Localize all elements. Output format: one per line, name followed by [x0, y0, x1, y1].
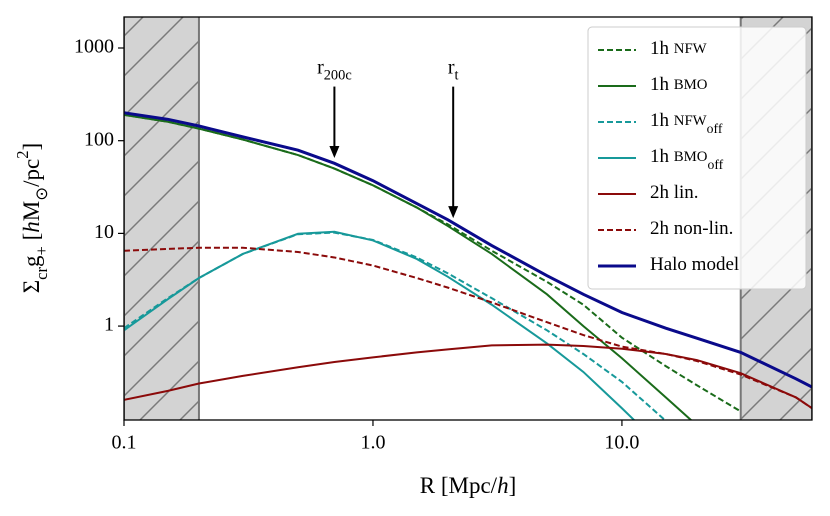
text-part: + — [32, 246, 51, 255]
text-part: ] — [19, 143, 44, 151]
excluded-region — [124, 17, 199, 420]
annotation: rt — [448, 56, 459, 84]
text-part: [ — [19, 233, 44, 246]
text-part: 1h — [650, 110, 674, 131]
axes-frame — [123, 16, 813, 421]
x-tick-label: 1.0 — [360, 432, 385, 454]
legend-label: 1h NFW — [650, 38, 707, 59]
legend-box — [587, 26, 807, 290]
arrow-head — [448, 206, 459, 219]
text-part: off — [708, 157, 724, 172]
legend-label: 2h lin. — [650, 182, 699, 203]
text-part: 1h — [650, 74, 674, 95]
series-line — [124, 246, 812, 410]
text-part: NFW — [674, 41, 707, 57]
text-part: 2 — [13, 150, 32, 158]
series-line — [124, 230, 636, 420]
legend-label: Halo model — [650, 254, 739, 275]
text-part: h — [497, 473, 509, 498]
text-part: cr — [32, 266, 51, 279]
y-tick-label: 1000 — [74, 36, 114, 58]
text-part: BMO — [674, 77, 708, 93]
legend-label: 2h non-lin. — [650, 218, 733, 239]
text-part: 1h — [650, 146, 674, 167]
arrow-head — [329, 146, 340, 159]
text-part: 2h non-lin. — [650, 218, 733, 239]
text-part: R [Mpc/ — [420, 473, 498, 498]
text-part: r — [317, 56, 324, 78]
legend-label: 1h BMO — [650, 74, 708, 95]
text-part: 2h lin. — [650, 182, 699, 203]
text-part: r — [448, 56, 455, 78]
text-part: /pc — [19, 159, 44, 187]
x-axis-label: R [Mpc/h] — [420, 473, 516, 498]
text-part: Σ — [19, 280, 44, 293]
text-part: M — [19, 201, 44, 221]
x-tick-label: 0.1 — [112, 432, 137, 454]
legend-label: 1h NFWoff — [650, 110, 723, 135]
series-line — [124, 111, 812, 389]
text-part: 1h — [650, 38, 674, 59]
text-part: BMO — [674, 149, 708, 165]
text-part: ] — [509, 473, 517, 498]
legend-label: 1h BMOoff — [650, 146, 724, 171]
text-part: t — [455, 68, 459, 84]
series-line — [124, 343, 812, 410]
text-part: 200c — [324, 68, 352, 84]
text-part: ⊙ — [32, 187, 51, 201]
text-part: g — [19, 255, 44, 267]
text-part: Halo model — [650, 254, 739, 275]
text-part: off — [707, 121, 723, 136]
text-part: h — [19, 221, 44, 233]
y-tick-label: 100 — [84, 128, 114, 150]
y-tick-label: 1 — [104, 314, 114, 336]
y-axis-label: Σcrg+ [hM⊙/pc2] — [13, 143, 51, 293]
annotation: r200c — [317, 56, 352, 84]
text-part: NFW — [674, 113, 707, 129]
y-tick-label: 10 — [94, 221, 114, 243]
x-tick-label: 10.0 — [604, 432, 639, 454]
